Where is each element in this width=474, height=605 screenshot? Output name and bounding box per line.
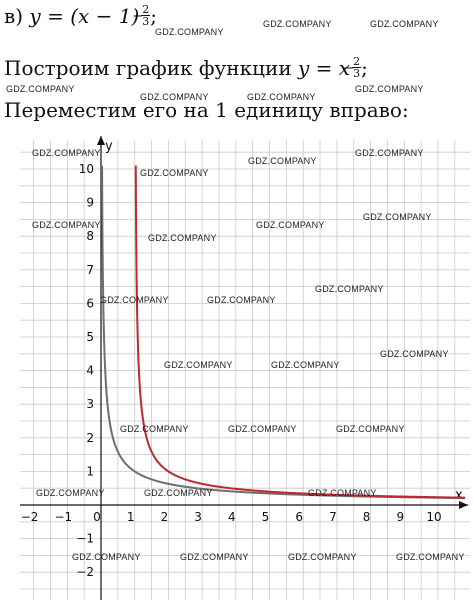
watermark: GDZ.COMPANY [370,19,439,29]
x-axis-label: x [455,488,463,503]
tick-labels: −2 −1 0 1 2 3 4 5 6 7 8 9 10 −2 −1 1 2 3 4 5 6 7 8 9 10 [21,162,442,579]
y-tick-label: 7 [86,263,94,277]
function-shifted: y = (x − 1) [29,4,140,28]
y-tick-label: 10 [79,162,94,176]
watermark: GDZ.COMPANY [32,148,101,158]
curve-shifted [134,165,465,499]
line2-text: Построим график функции [4,56,299,80]
curves [101,165,465,500]
y-tick-label: 6 [86,296,94,310]
grid [20,140,470,600]
watermark: GDZ.COMPANY [6,84,75,94]
x-tick-label: 7 [329,510,337,524]
watermark: GDZ.COMPANY [271,360,340,370]
y-tick-label: 3 [86,397,94,411]
watermark: GDZ.COMPANY [308,488,377,498]
y-tick-label: 8 [86,229,94,243]
y-tick-label: 2 [86,431,94,445]
exponent-2-den: 3 [353,67,361,80]
y-tick-label: −2 [76,565,94,579]
exponent-2: −2 3 [343,55,362,80]
x-tick-label: 4 [228,510,236,524]
x-tick-label: 0 [93,510,101,524]
watermark: GDZ.COMPANY [248,156,317,166]
axes: xy [20,136,468,600]
watermark: GDZ.COMPANY [396,552,465,562]
watermark: GDZ.COMPANY [140,168,209,178]
task-line-2: Построим график функции y = x −2 3; [4,56,368,80]
watermark: GDZ.COMPANY [32,220,101,230]
x-tick-label: 6 [295,510,303,524]
exponent-2-minus: − [343,61,354,76]
function-base: y = x [298,56,351,80]
line3-text: Переместим его на 1 единицу вправо: [4,98,409,122]
y-tick-label: 4 [86,364,94,378]
watermark: GDZ.COMPANY [380,349,449,359]
x-tick-label: 5 [262,510,270,524]
task-line-1: в) y = (x − 1) −2 3; [4,4,157,44]
y-tick-label: 5 [86,330,94,344]
watermark: GDZ.COMPANY [120,424,189,434]
watermark: GDZ.COMPANY [315,284,384,294]
task-prefix: в) [4,4,24,28]
exponent-minus: − [132,9,144,24]
watermark: GDZ.COMPANY [207,295,276,305]
y-tick-label: 9 [86,196,94,210]
watermark: GDZ.COMPANY [247,92,316,102]
exponent-2-num: 2 [352,55,362,68]
watermark: GDZ.COMPANY [288,552,357,562]
watermark: GDZ.COMPANY [148,233,217,243]
x-tick-label: −2 [21,510,39,524]
x-axis-arrow [459,501,468,509]
exponent: −2 3 [132,3,151,28]
y-tick-label: 1 [86,464,94,478]
watermark: GDZ.COMPANY [72,552,141,562]
x-tick-label: 1 [127,510,135,524]
watermark: GDZ.COMPANY [155,27,224,37]
watermark: GDZ.COMPANY [256,220,325,230]
exponent-num: 2 [141,3,151,16]
watermark: GDZ.COMPANY [228,424,297,434]
watermark: GDZ.COMPANY [180,552,249,562]
y-axis-arrow [97,136,105,145]
watermarks: GDZ.COMPANY GDZ.COMPANY GDZ.COMPANY GDZ.COM… [6,19,465,562]
line2-suffix: ; [361,56,368,80]
watermark: GDZ.COMPANY [363,212,432,222]
watermark: GDZ.COMPANY [36,488,105,498]
watermark: GDZ.COMPANY [144,488,213,498]
watermark: GDZ.COMPANY [140,92,209,102]
y-tick-label: −1 [76,532,94,546]
watermark: GDZ.COMPANY [164,360,233,370]
x-tick-label: 10 [426,510,441,524]
x-tick-label: 9 [396,510,404,524]
x-tick-label: −1 [54,510,72,524]
watermark: GDZ.COMPANY [336,424,405,434]
watermark: GDZ.COMPANY [263,19,332,29]
x-tick-label: 8 [363,510,371,524]
watermark: GDZ.COMPANY [100,295,169,305]
x-tick-label: 3 [194,510,202,524]
line1-suffix: ; [150,4,158,28]
y-axis-label: y [105,139,113,154]
watermark: GDZ.COMPANY [355,84,424,94]
exponent-den: 3 [142,15,150,28]
x-tick-label: 2 [161,510,169,524]
task-line-3: Переместим его на 1 единицу вправо: [4,98,409,122]
watermark: GDZ.COMPANY [355,148,424,158]
